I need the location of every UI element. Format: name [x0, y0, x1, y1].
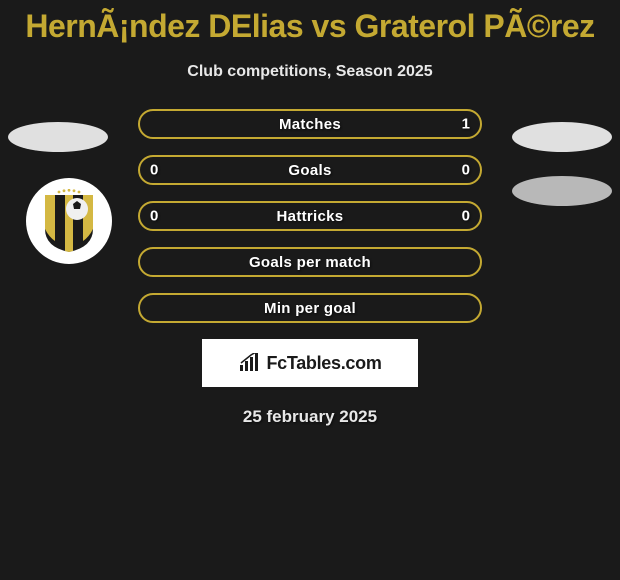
stat-right-value: 0	[462, 162, 470, 179]
stat-right-value: 1	[462, 116, 470, 133]
stats-table: Matches 1 0 Goals 0 0 Hattricks 0 Goals …	[138, 109, 482, 323]
chart-icon	[238, 353, 262, 373]
stat-row: 0 Hattricks 0	[138, 201, 482, 231]
stat-left-value: 0	[150, 208, 158, 225]
generated-date: 25 february 2025	[0, 407, 620, 427]
comparison-title: HernÃ¡ndez DElias vs Graterol PÃ©rez	[0, 0, 620, 45]
player-right-placeholder2	[512, 176, 612, 206]
stat-right-value: 0	[462, 208, 470, 225]
comparison-subtitle: Club competitions, Season 2025	[0, 63, 620, 81]
brand-text: FcTables.com	[266, 353, 381, 374]
stat-label: Goals	[288, 162, 331, 179]
team-badge	[26, 178, 112, 264]
stat-label: Min per goal	[264, 300, 356, 317]
brand-badge: FcTables.com	[202, 339, 418, 387]
shield-icon	[41, 189, 97, 253]
stat-row: 0 Goals 0	[138, 155, 482, 185]
player-right-placeholder	[512, 122, 612, 152]
player-left-placeholder	[8, 122, 108, 152]
stat-label: Hattricks	[277, 208, 344, 225]
stat-label: Matches	[279, 116, 341, 133]
stat-row: Goals per match	[138, 247, 482, 277]
stat-label: Goals per match	[249, 254, 371, 271]
stat-row: Matches 1	[138, 109, 482, 139]
stat-left-value: 0	[150, 162, 158, 179]
stat-row: Min per goal	[138, 293, 482, 323]
